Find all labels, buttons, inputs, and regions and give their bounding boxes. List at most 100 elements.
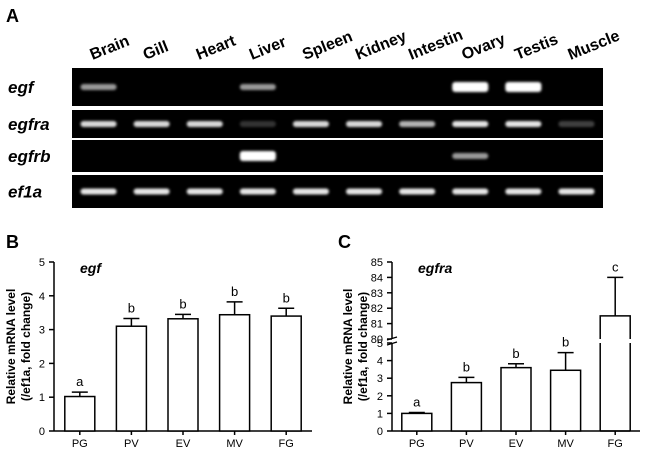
tissue-label: Brain (88, 33, 132, 64)
gel-band (452, 188, 489, 195)
y-tick-label: 81 (371, 319, 383, 331)
panel-label-c: C (338, 232, 351, 252)
bar (500, 366, 532, 432)
y-tick-label: 0 (377, 426, 383, 438)
gene-label: ef1a (8, 183, 42, 202)
gel-panel: Brain Gill Heart Liver SpleenKidneyIntestinO… (8, 27, 622, 208)
y-tick-label: 0 (39, 426, 45, 438)
gel-band (239, 151, 276, 161)
gene-label: egfrb (8, 147, 51, 166)
chart-egf: 0 1 2 3 4 5 egf Relative mRNA level (/ef1a, fold… (4, 257, 312, 450)
bar (218, 313, 251, 432)
bar (450, 381, 483, 432)
bar (549, 369, 582, 432)
y-tick-label: 1 (39, 392, 45, 404)
x-tick-label: PG (72, 438, 88, 450)
x-tick-label: MV (557, 438, 574, 450)
gene-label: egf (8, 78, 36, 97)
tissue-label: Liver (247, 34, 289, 64)
y-tick-label: 4 (377, 356, 383, 368)
y-tick-label: 3 (39, 325, 45, 337)
gel-band (558, 188, 595, 195)
y-tick-label: 4 (39, 291, 45, 303)
bar (401, 412, 433, 432)
x-tick-label: PV (124, 438, 139, 450)
x-tick-label: FG (279, 438, 294, 450)
gel-band (80, 84, 117, 90)
significance-letter: a (413, 395, 421, 410)
gel-band (452, 82, 489, 92)
gel-band (345, 188, 383, 195)
x-tick-label: PG (409, 438, 425, 450)
gel-band (133, 188, 170, 195)
gel-band (399, 121, 436, 127)
bar (167, 318, 199, 432)
y-axis-label: Relative mRNA level (341, 289, 355, 405)
y-tick-label: 2 (39, 358, 45, 370)
bar (599, 343, 631, 432)
bar (115, 325, 148, 432)
significance-letter: b (562, 335, 569, 350)
bar (270, 315, 302, 432)
panel-label-a: A (6, 6, 19, 26)
gel-band (186, 188, 223, 195)
significance-letter: b (128, 300, 135, 315)
significance-letter: b (512, 346, 519, 361)
chart-title: egfra (418, 260, 452, 276)
tissue-label: Heart (194, 32, 239, 63)
gel-band (345, 121, 383, 127)
gel-band (239, 84, 276, 90)
chart-egfra: 0 1 2 3 4 580 81 82 83 84 85 egfra Relative mRNA lev… (341, 257, 640, 450)
y-tick-label: 3 (377, 373, 383, 385)
gel-band (505, 188, 542, 195)
y-tick-label: 85 (371, 257, 383, 269)
x-tick-label: EV (509, 438, 524, 450)
gel-band (239, 188, 276, 195)
y-axis-label: (/ef1a, fold change) (19, 292, 33, 401)
tissue-label: Kidney (353, 28, 409, 64)
gel-band (186, 121, 223, 127)
bar (64, 395, 96, 432)
tissue-label: Ovary (459, 31, 508, 64)
panel-label-b: B (6, 232, 19, 252)
y-tick-label: 2 (377, 391, 383, 403)
y-tick-label: 84 (371, 272, 383, 284)
gel-band (239, 121, 276, 127)
y-tick-label: 82 (371, 303, 383, 315)
x-tick-label: EV (176, 438, 191, 450)
gel-band (452, 153, 489, 159)
bar-upper (599, 315, 631, 339)
y-tick-label: 83 (371, 288, 383, 300)
y-axis-label: (/ef1a, fold change) (356, 292, 370, 401)
tissue-label: Spleen (300, 28, 355, 63)
significance-letter: b (283, 290, 290, 305)
y-tick-label: 80 (371, 334, 383, 346)
x-tick-label: PV (459, 438, 474, 450)
tissue-label: Intestin (406, 27, 465, 64)
gel-band (292, 188, 330, 195)
gel-band (292, 121, 330, 127)
y-tick-label: 5 (377, 338, 383, 350)
gel-band (399, 188, 436, 195)
gel-band (80, 121, 117, 127)
gel-strip (72, 140, 603, 172)
y-tick-label: 5 (39, 257, 45, 269)
significance-letter: b (179, 296, 186, 311)
tissue-label: Muscle (566, 28, 623, 64)
gel-band (505, 121, 542, 127)
chart-title: egf (80, 260, 102, 276)
gene-label: egfra (8, 115, 50, 134)
x-tick-label: FG (608, 438, 623, 450)
y-tick-label: 1 (377, 408, 383, 420)
gel-band (80, 188, 117, 195)
tissue-label: Testis (512, 31, 560, 64)
gel-band (133, 121, 170, 127)
gel-band (505, 82, 542, 92)
significance-letter: a (76, 374, 84, 389)
x-tick-label: MV (226, 438, 243, 450)
gel-band (452, 121, 489, 127)
tissue-label: Gill (141, 38, 171, 63)
y-axis-label: Relative mRNA level (4, 289, 18, 405)
gel-band (558, 121, 595, 127)
